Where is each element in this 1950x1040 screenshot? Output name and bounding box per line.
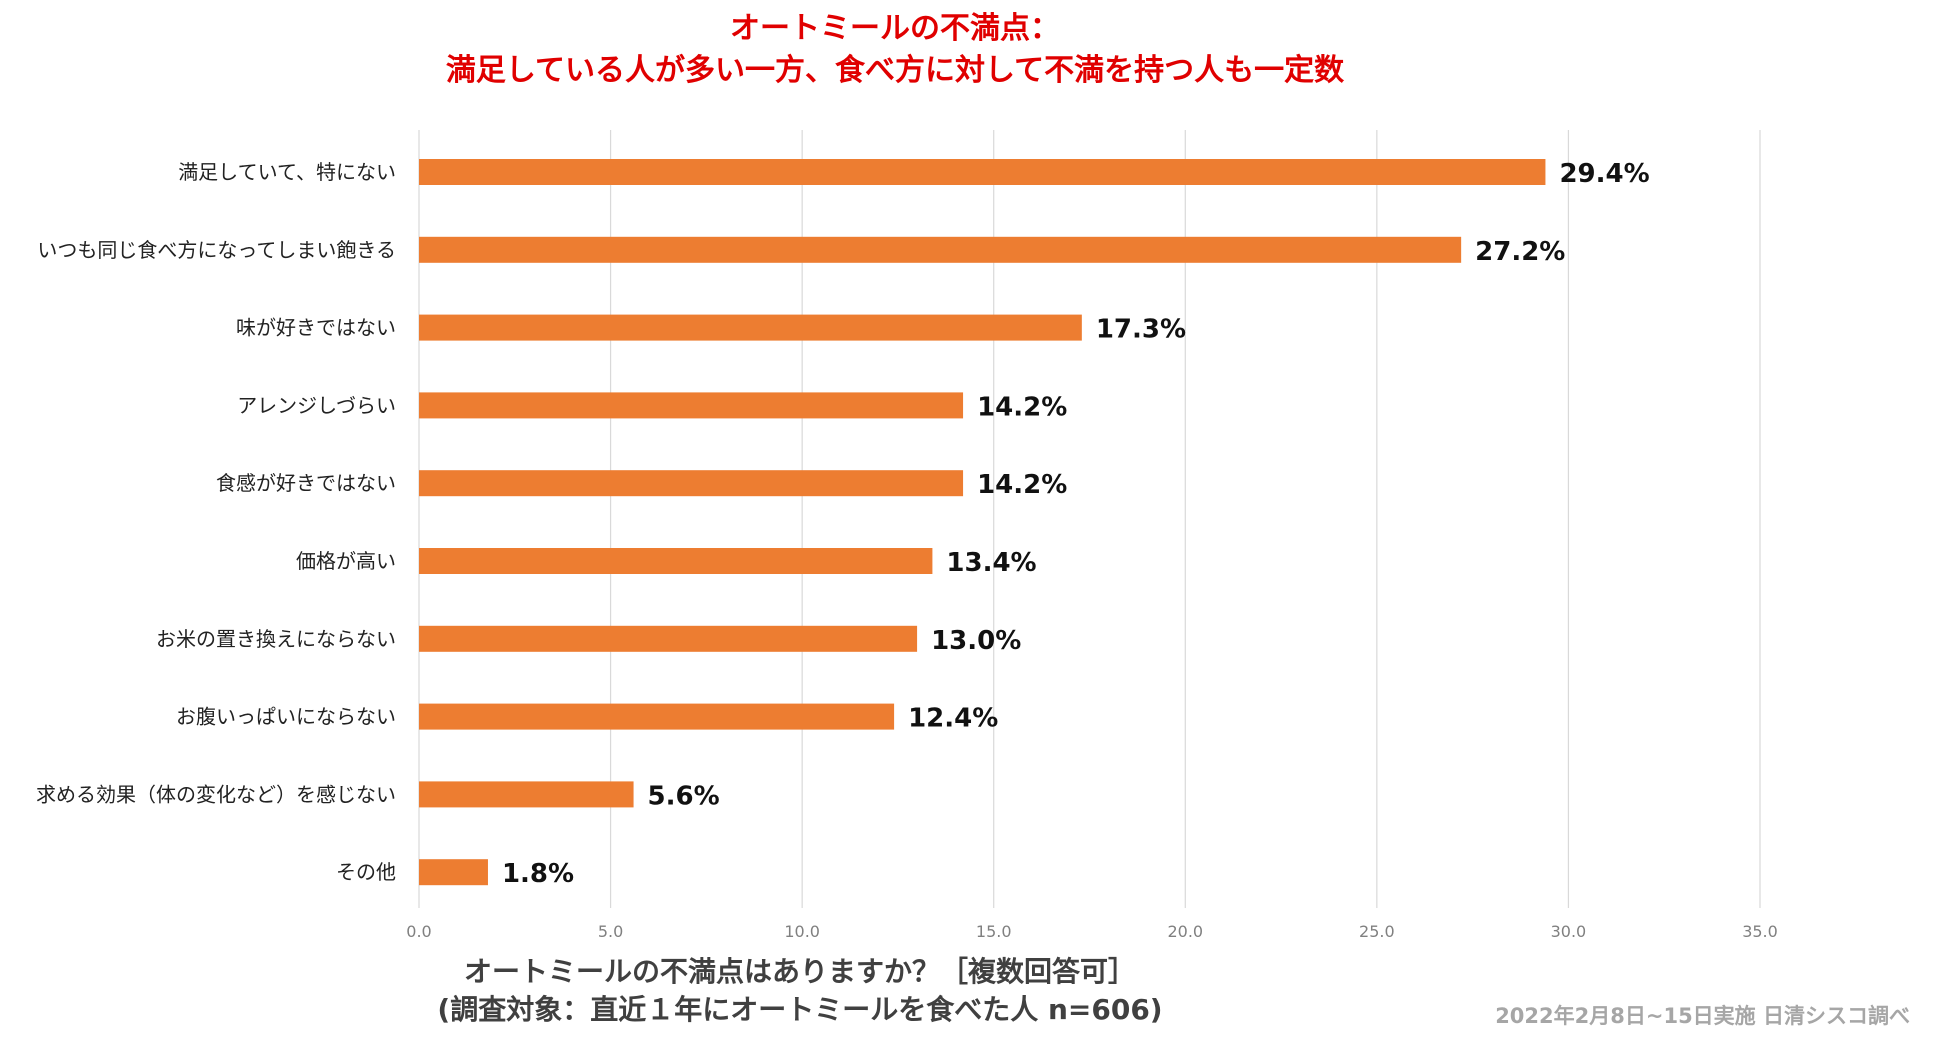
x-tick-label: 35.0 [1742, 922, 1778, 941]
data-label: 14.2% [977, 470, 1067, 500]
x-tick-label: 30.0 [1551, 922, 1587, 941]
category-label: 満足していて、特にない [178, 160, 396, 184]
data-label: 1.8% [502, 859, 574, 889]
chart-title-line1: オートミールの不満点： [730, 11, 1060, 46]
data-label: 29.4% [1559, 159, 1649, 189]
x-tick-label: 5.0 [598, 922, 623, 941]
category-label: アレンジしづらい [237, 393, 396, 417]
bar [419, 236, 1462, 263]
question-line1: オートミールの不満点はありますか？［複数回答可］ [463, 955, 1136, 988]
data-label: 5.6% [648, 781, 720, 811]
bar [419, 314, 1082, 341]
x-tick-label: 25.0 [1359, 922, 1395, 941]
data-label: 12.4% [908, 704, 998, 734]
category-label: その他 [336, 860, 396, 884]
bar-chart: 満足していて、特にないいつも同じ食べ方になってしまい飽きる味が好きではないアレン… [36, 130, 1778, 941]
bar [419, 470, 964, 497]
x-tick-label: 20.0 [1167, 922, 1203, 941]
bar [419, 159, 1546, 185]
value-labels: 29.4% 27.2% 17.3% 14.2% 14.2% 13.4% 13.0% 12.4%… [502, 159, 1650, 889]
category-label: いつも同じ食べ方になってしまい飽きる [37, 238, 396, 262]
bar [419, 548, 933, 574]
data-label: 13.4% [946, 548, 1036, 578]
data-label: 13.0% [931, 626, 1021, 656]
x-tick-label: 15.0 [976, 922, 1012, 941]
bar [419, 859, 488, 886]
x-axis-ticks: 0.0 5.0 10.0 15.0 20.0 25.0 30.0 35.0 [406, 922, 1778, 941]
x-tick-label: 0.0 [406, 922, 431, 941]
chart-title-line2: 満足している人が多い一方、食べ方に対して不満を持つ人も一定数 [445, 53, 1345, 88]
category-labels: 満足していて、特にないいつも同じ食べ方になってしまい飽きる味が好きではないアレン… [36, 160, 396, 884]
data-label: 27.2% [1475, 237, 1565, 267]
bar [419, 625, 918, 652]
survey-credit: 2022年2月8日~15日実施 日清シスコ調べ [1495, 1004, 1910, 1028]
data-label: 17.3% [1096, 315, 1186, 345]
category-label: 求める効果（体の変化など）を感じない [36, 782, 396, 806]
category-label: お腹いっぱいにならない [176, 705, 396, 729]
bars [419, 159, 1546, 886]
category-label: お米の置き換えにならない [156, 627, 396, 651]
bar [419, 392, 964, 419]
bar [419, 703, 895, 730]
category-label: 食感が好きではない [216, 471, 396, 495]
x-tick-label: 10.0 [784, 922, 820, 941]
bar [419, 781, 634, 808]
question-line2: (調査対象：直近１年にオートミールを食べた人 n=606) [437, 993, 1163, 1026]
category-label: 価格が高い [296, 549, 396, 573]
category-label: 味が好きではない [236, 316, 396, 340]
data-label: 14.2% [977, 392, 1067, 422]
